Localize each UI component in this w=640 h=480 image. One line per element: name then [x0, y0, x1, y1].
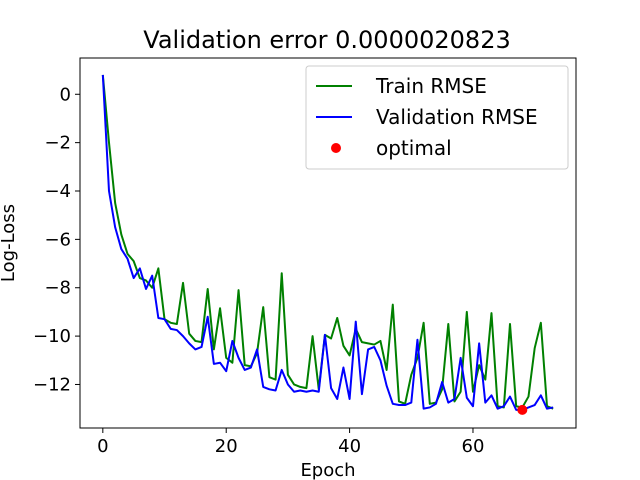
- x-tick-label: 0: [97, 436, 108, 457]
- y-tick-label: −6: [44, 229, 71, 250]
- series-line-train-rmse: [101, 74, 554, 410]
- y-tick-label: −8: [44, 278, 71, 299]
- legend-box: [305, 65, 569, 170]
- x-tick-label: 20: [215, 436, 238, 457]
- y-tick-label: −12: [33, 374, 71, 395]
- legend: Train RMSE Validation RMSE optimal: [305, 65, 569, 170]
- x-axis: 0 20 40 60: [97, 428, 484, 457]
- point-optimal: [517, 404, 528, 415]
- plot-frame: [79, 57, 577, 429]
- legend-optimal-marker: [331, 143, 341, 153]
- y-axis-label: Log-Loss: [0, 204, 19, 282]
- legend-train-label: Train RMSE: [375, 74, 487, 98]
- legend-validation-label: Validation RMSE: [376, 105, 538, 129]
- plot-lines: [101, 74, 554, 411]
- x-tick-label: 60: [462, 436, 485, 457]
- series-line-validation-rmse: [101, 74, 554, 411]
- legend-optimal-label: optimal: [376, 136, 452, 160]
- y-tick-label: 0: [60, 84, 71, 105]
- y-tick-label: −2: [44, 133, 71, 154]
- y-tick-label: −10: [33, 326, 71, 347]
- chart-title: Validation error 0.0000020823: [143, 26, 510, 54]
- x-tick-label: 40: [338, 436, 361, 457]
- plot-points: [517, 404, 528, 415]
- y-axis: 0 −2 −4 −6 −8 −10 −12: [33, 84, 80, 395]
- x-axis-label: Epoch: [300, 460, 355, 480]
- y-tick-label: −4: [44, 181, 71, 202]
